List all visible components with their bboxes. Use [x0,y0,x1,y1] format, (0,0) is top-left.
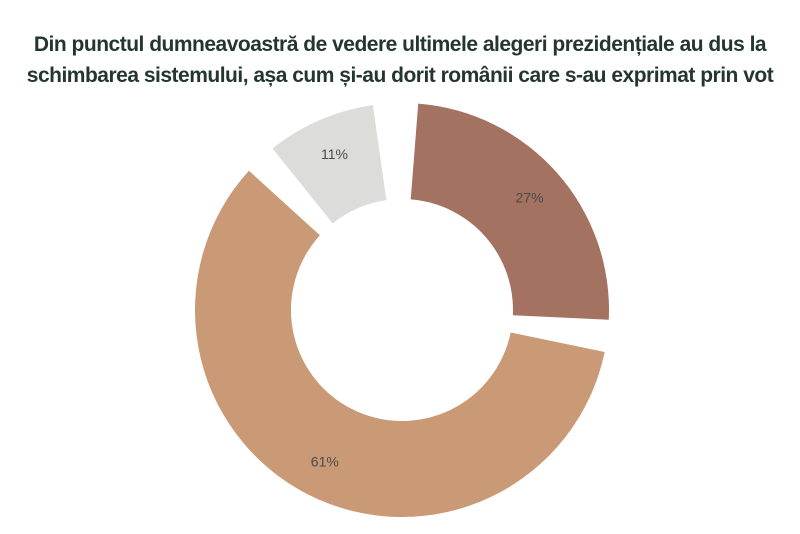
donut-segment-label-0: 27% [516,190,544,206]
question-title: Din punctul dumneavoastră de vedere ulti… [0,29,800,91]
donut-segment-1[interactable] [194,170,605,518]
donut-segment-label-2: 11% [321,146,348,162]
donut-segment-label-1: 61% [311,453,339,469]
question-title-line-1: Din punctul dumneavoastră de vedere ulti… [33,33,767,56]
question-title-line-2: schimbarea sistemului, așa cum și-au dor… [26,64,774,87]
donut-segment-2[interactable] [272,105,387,224]
donut-segment-0[interactable] [410,103,609,320]
